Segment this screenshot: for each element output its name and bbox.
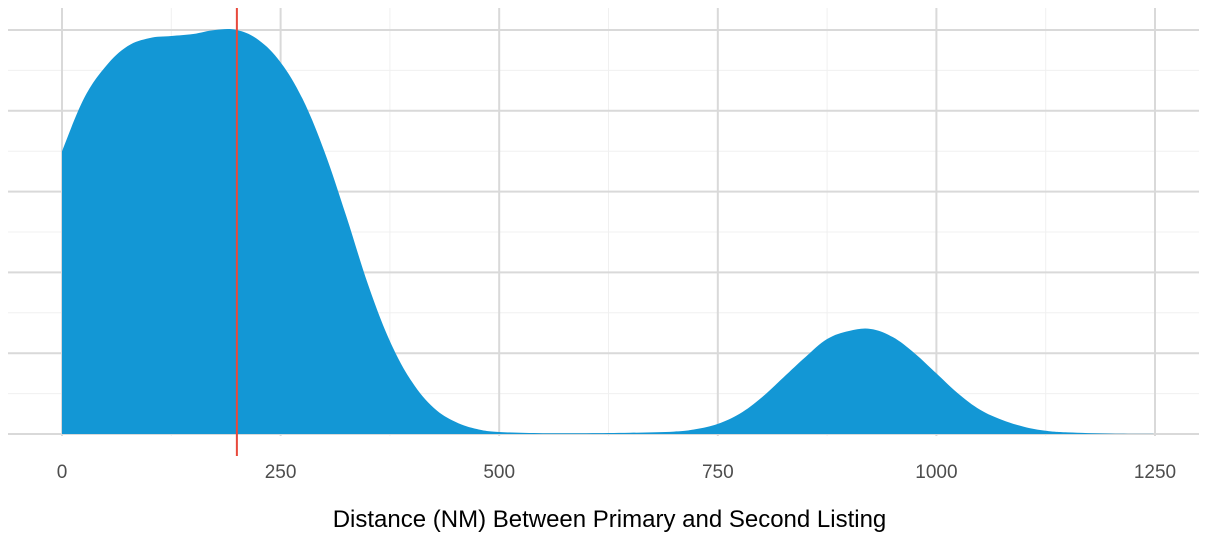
- density-area: [62, 29, 1155, 434]
- x-tick-label: 250: [265, 462, 297, 483]
- x-tick-label: 1000: [915, 462, 957, 483]
- x-tick-label: 750: [702, 462, 734, 483]
- x-axis-ticks: 0 250 500 750 1000 1250: [57, 462, 1176, 483]
- x-tick-label: 500: [483, 462, 515, 483]
- x-tick-label: 0: [57, 462, 68, 483]
- x-tick-label: 1250: [1134, 462, 1176, 483]
- x-axis-title: Distance (NM) Between Primary and Second…: [333, 506, 887, 533]
